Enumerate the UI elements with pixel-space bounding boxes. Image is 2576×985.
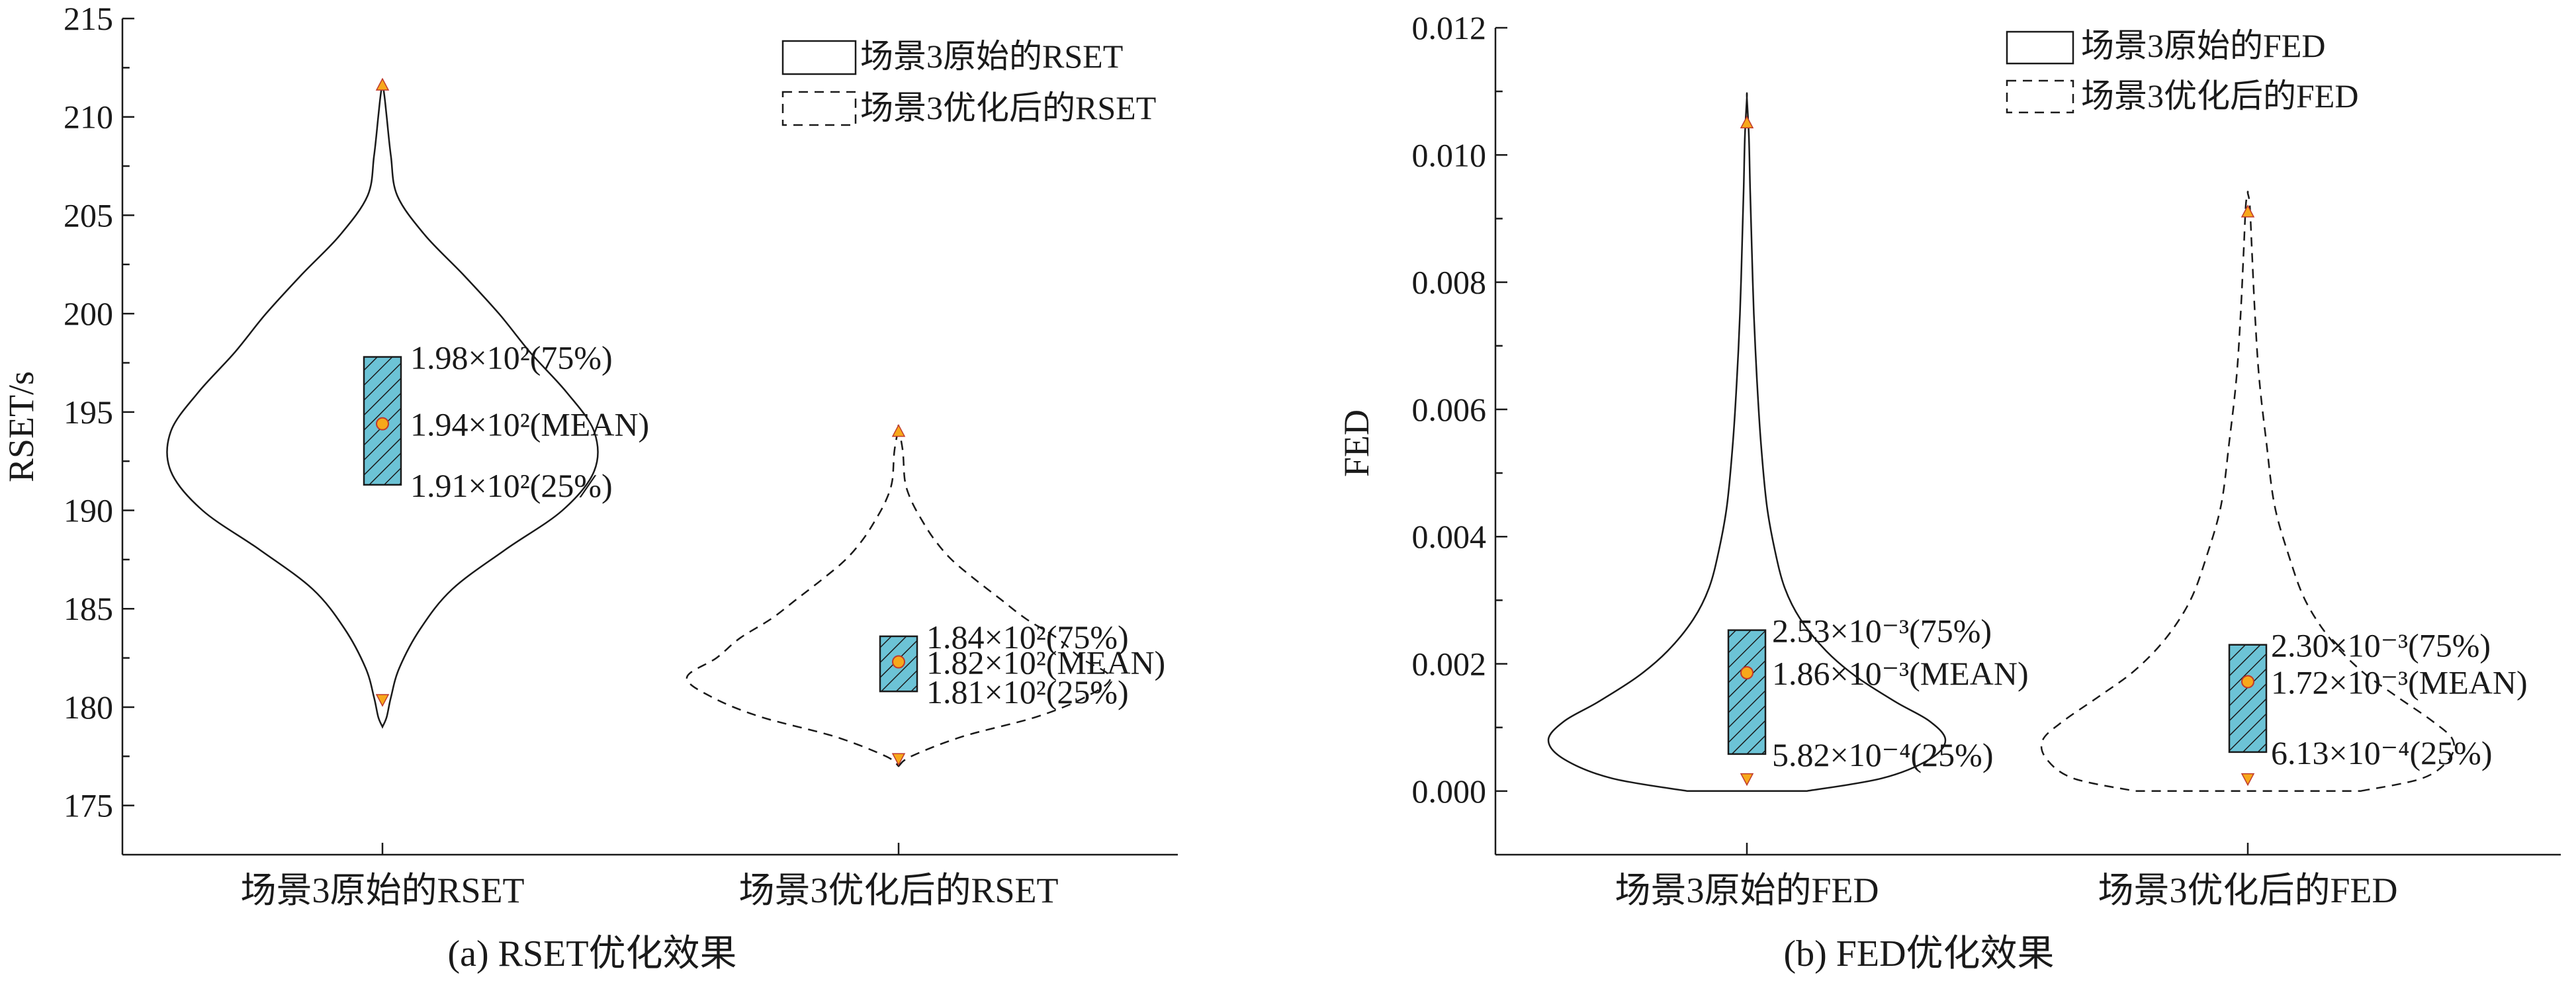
iqr-box <box>2228 644 2268 753</box>
x-tick-label: 场景3原始的FED <box>1615 871 1879 910</box>
legend-entry-dashed-label: 场景3优化后的FED <box>2081 77 2358 114</box>
mean-marker <box>1740 666 1754 679</box>
q3-label: 2.53×10⁻³(75%) <box>1772 613 1992 650</box>
q1-label: 1.81×10²(25%) <box>926 673 1129 710</box>
violin-outline <box>2040 191 2456 792</box>
q3-label: 1.84×10²(75%) <box>926 619 1129 656</box>
y-tick-label: 180 <box>64 689 113 726</box>
mean-label: 1.94×10²(MEAN) <box>410 406 649 443</box>
q3-label: 1.98×10²(75%) <box>410 339 613 376</box>
panel-a-caption: (a) RSET优化效果 <box>447 933 736 974</box>
y-tick-label: 0.010 <box>1412 136 1487 173</box>
y-tick-label: 0.004 <box>1412 518 1487 555</box>
x-tick-label: 场景3原始的RSET <box>240 871 524 910</box>
panel-b-ylabel: FED <box>1337 409 1376 477</box>
y-tick-label: 195 <box>64 394 113 431</box>
mean-marker <box>2241 675 2254 689</box>
iqr-box <box>1727 629 1767 755</box>
y-tick-label: 0.006 <box>1412 391 1487 428</box>
max-marker <box>375 77 390 91</box>
legend-entry-dashed-label: 场景3优化后的RSET <box>860 89 1156 126</box>
legend-entry-solid-swatch <box>781 40 857 75</box>
q1-label: 6.13×10⁻⁴(25%) <box>2271 734 2492 771</box>
panel-b: 0.000 0.002 0.004 0.006 0.008 0.010 0.012 场景3原始… <box>1337 9 2561 974</box>
legend-entry-solid-swatch <box>2006 30 2074 65</box>
iqr-box <box>879 635 918 693</box>
legend-entry-dashed-swatch <box>2006 79 2074 114</box>
legend-entry-solid-label: 场景3原始的RSET <box>860 38 1123 75</box>
legend-entry-solid-label: 场景3原始的FED <box>2081 27 2325 64</box>
y-tick-label: 0.002 <box>1412 646 1487 683</box>
x-tick-label: 场景3优化后的RSET <box>738 871 1058 910</box>
mean-label: 1.72×10⁻³(MEAN) <box>2271 664 2528 701</box>
y-tick-label: 190 <box>64 492 113 529</box>
y-tick-label: 0.008 <box>1412 264 1487 301</box>
y-tick-label: 0.012 <box>1412 9 1487 46</box>
y-tick-label: 200 <box>64 295 113 332</box>
x-tick-label: 场景3优化后的FED <box>2098 871 2397 910</box>
mean-label: 1.82×10²(MEAN) <box>926 644 1165 681</box>
panel-a-ylabel: RSET/s <box>1 371 41 482</box>
min-marker <box>375 694 390 707</box>
panel-b-plot-area: 0.000 0.002 0.004 0.006 0.008 0.010 0.012 场景3原始… <box>1412 9 2561 910</box>
y-tick-label: 0.000 <box>1412 773 1487 810</box>
y-tick-label: 205 <box>64 196 113 234</box>
violin-outline <box>1547 92 1947 792</box>
min-marker <box>891 753 906 766</box>
mean-marker <box>892 655 905 669</box>
panel-a: 175 180 185 190 195 200 205 210 215 场景3原始的RSET 1.9… <box>1 0 1178 974</box>
q3-label: 2.30×10⁻³(75%) <box>2271 627 2491 664</box>
legend-entry-dashed-swatch <box>781 91 857 126</box>
panel-a-legend: 场景3原始的RSET 场景3优化后的RSET <box>781 38 1156 126</box>
q1-label: 1.91×10²(25%) <box>410 467 613 504</box>
max-marker <box>1740 115 1754 128</box>
y-tick-label: 175 <box>64 787 113 824</box>
panel-b-caption: (b) FED优化效果 <box>1783 933 2054 974</box>
min-marker <box>1740 773 1754 787</box>
panel-a-plot-area: 175 180 185 190 195 200 205 210 215 场景3原始的RSET 1.9… <box>64 0 1178 910</box>
q1-label: 5.82×10⁻⁴(25%) <box>1772 736 1993 773</box>
y-tick-label: 210 <box>64 99 113 136</box>
y-tick-label: 185 <box>64 590 113 627</box>
iqr-box <box>363 356 402 486</box>
mean-marker <box>376 417 389 431</box>
min-marker <box>2241 773 2255 787</box>
violin-outline <box>686 423 1112 767</box>
max-marker <box>2241 204 2255 218</box>
max-marker <box>891 423 906 437</box>
y-tick-label: 215 <box>64 0 113 37</box>
panel-b-legend: 场景3原始的FED 场景3优化后的FED <box>2006 27 2358 114</box>
mean-label: 1.86×10⁻³(MEAN) <box>1772 655 2029 692</box>
